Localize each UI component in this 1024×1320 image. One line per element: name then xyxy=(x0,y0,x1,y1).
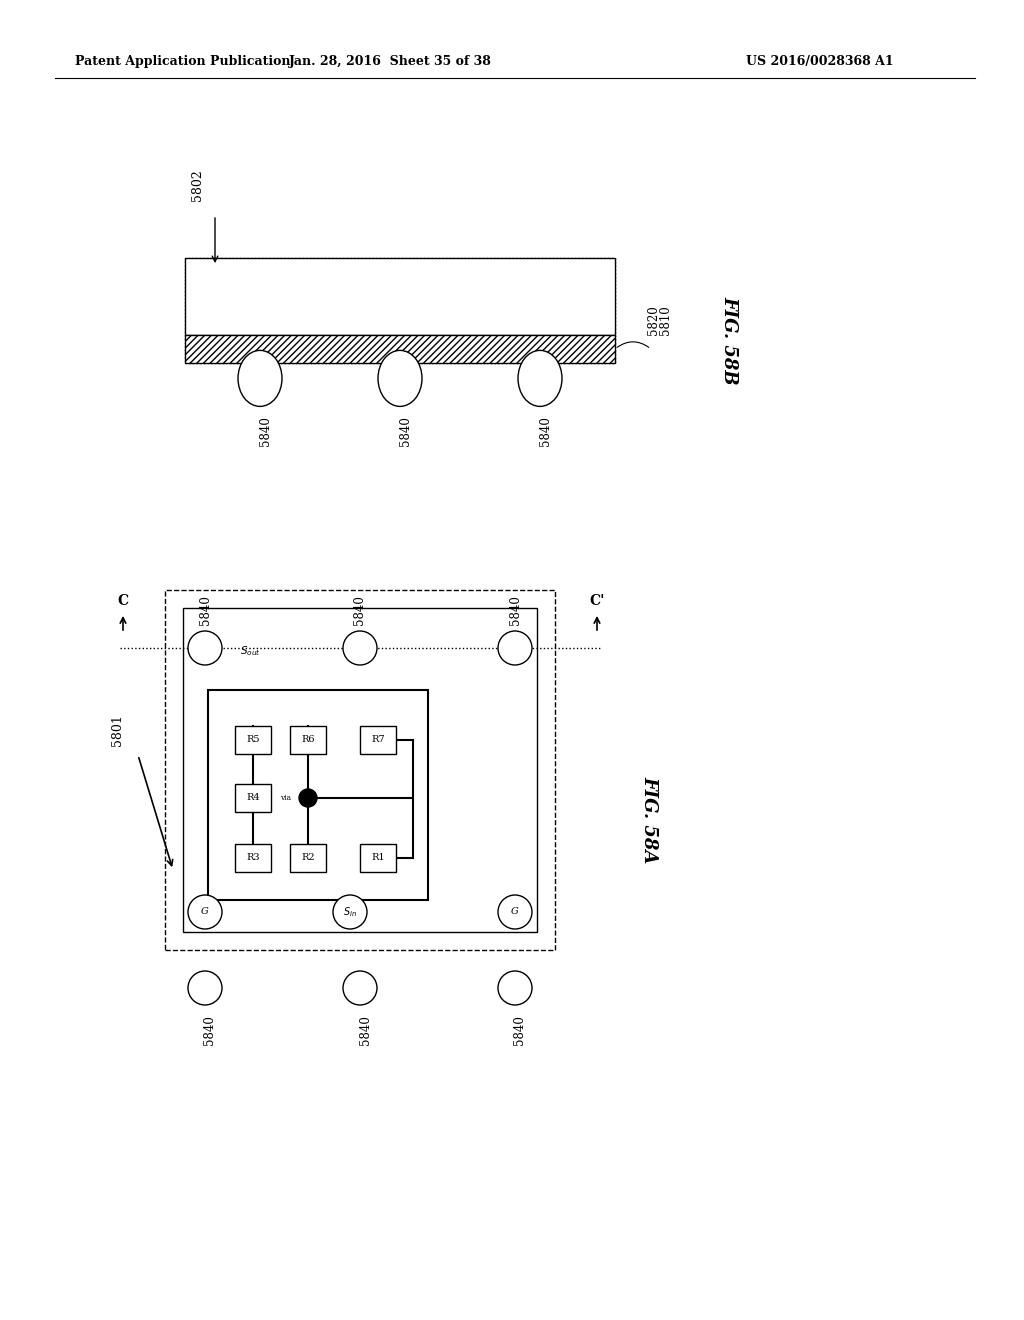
Circle shape xyxy=(498,895,532,929)
Bar xyxy=(185,335,615,363)
Bar xyxy=(290,726,326,754)
Bar xyxy=(360,843,396,873)
Circle shape xyxy=(188,972,222,1005)
Text: US 2016/0028368 A1: US 2016/0028368 A1 xyxy=(746,55,894,69)
Circle shape xyxy=(498,972,532,1005)
Text: C': C' xyxy=(589,594,605,609)
Text: R2: R2 xyxy=(301,854,314,862)
Circle shape xyxy=(498,631,532,665)
Bar xyxy=(234,726,271,754)
Text: 5840: 5840 xyxy=(358,1015,372,1045)
Text: via: via xyxy=(280,795,291,803)
Circle shape xyxy=(299,789,317,807)
Text: 5820: 5820 xyxy=(646,306,659,335)
Text: 5840: 5840 xyxy=(513,1015,526,1045)
Text: Jan. 28, 2016  Sheet 35 of 38: Jan. 28, 2016 Sheet 35 of 38 xyxy=(289,55,492,69)
Text: R5: R5 xyxy=(246,735,260,744)
Circle shape xyxy=(188,895,222,929)
Text: FIG. 58A: FIG. 58A xyxy=(640,776,658,863)
Text: R6: R6 xyxy=(301,735,314,744)
Bar xyxy=(234,843,271,873)
Bar xyxy=(360,726,396,754)
FancyBboxPatch shape xyxy=(185,257,615,363)
Text: R1: R1 xyxy=(371,854,385,862)
Text: 5840: 5840 xyxy=(204,1015,216,1045)
Ellipse shape xyxy=(378,350,422,407)
Text: 5840: 5840 xyxy=(540,416,553,446)
Bar xyxy=(165,590,555,950)
Text: $S_{out}$: $S_{out}$ xyxy=(240,644,260,657)
Circle shape xyxy=(343,972,377,1005)
Bar xyxy=(183,609,537,932)
Ellipse shape xyxy=(238,350,282,407)
Text: FIG. 58B: FIG. 58B xyxy=(720,296,738,384)
Text: R4: R4 xyxy=(246,793,260,803)
Text: 5840: 5840 xyxy=(399,416,413,446)
Text: 5810: 5810 xyxy=(658,306,672,335)
Text: G: G xyxy=(201,908,209,916)
Text: 5840: 5840 xyxy=(199,595,212,624)
Circle shape xyxy=(333,895,367,929)
Text: R3: R3 xyxy=(246,854,260,862)
Text: 5840: 5840 xyxy=(259,416,272,446)
Circle shape xyxy=(188,631,222,665)
Text: 5840: 5840 xyxy=(509,595,521,624)
Text: C: C xyxy=(118,594,129,609)
Text: 5802: 5802 xyxy=(191,169,205,201)
Bar xyxy=(234,784,271,812)
Text: 5840: 5840 xyxy=(353,595,367,624)
Text: G: G xyxy=(511,908,519,916)
Bar xyxy=(208,690,428,900)
Text: R7: R7 xyxy=(371,735,385,744)
Text: 5801: 5801 xyxy=(112,714,125,746)
Bar xyxy=(290,843,326,873)
Text: $S_{in}$: $S_{in}$ xyxy=(343,906,357,919)
Text: Patent Application Publication: Patent Application Publication xyxy=(75,55,291,69)
Ellipse shape xyxy=(518,350,562,407)
Bar xyxy=(185,257,615,335)
Circle shape xyxy=(343,631,377,665)
